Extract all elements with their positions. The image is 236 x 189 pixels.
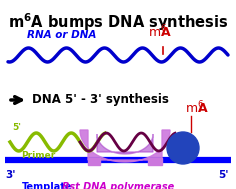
- Polygon shape: [148, 158, 162, 165]
- Text: DNA 5' - 3' synthesis: DNA 5' - 3' synthesis: [32, 94, 169, 106]
- Text: Bst DNA polymerase: Bst DNA polymerase: [62, 182, 174, 189]
- Text: A: A: [161, 26, 171, 39]
- Circle shape: [167, 132, 199, 164]
- Text: 3': 3': [5, 170, 16, 180]
- Text: 5': 5': [12, 123, 21, 132]
- Polygon shape: [88, 158, 100, 165]
- Polygon shape: [80, 130, 170, 162]
- Text: RNA or DNA: RNA or DNA: [27, 30, 97, 40]
- Text: A: A: [198, 101, 208, 115]
- Text: $\mathrm{m^6}$: $\mathrm{m^6}$: [148, 24, 167, 40]
- Text: $\mathbf{m^6A}$ bumps DNA synthesis: $\mathbf{m^6A}$ bumps DNA synthesis: [8, 11, 228, 33]
- Text: $\mathrm{m^6}$: $\mathrm{m^6}$: [185, 100, 204, 116]
- Text: Template: Template: [22, 182, 72, 189]
- Text: Primer: Primer: [21, 150, 55, 160]
- Polygon shape: [97, 134, 153, 154]
- Text: 5': 5': [219, 170, 229, 180]
